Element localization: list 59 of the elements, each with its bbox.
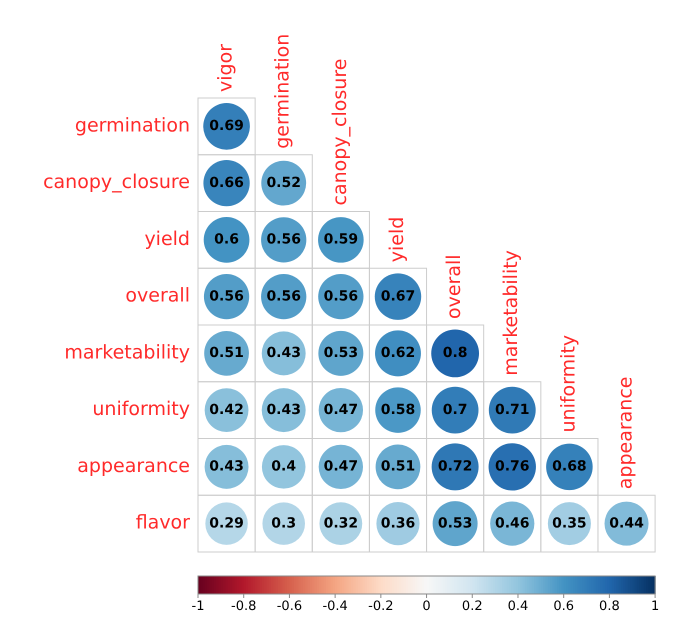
data-label: 0.71 xyxy=(494,402,530,418)
y-tick-label: flavor xyxy=(136,512,190,534)
x-tick-label: vigor xyxy=(214,44,237,92)
x-tick-label: uniformity xyxy=(557,334,580,432)
data-label: 0.67 xyxy=(380,288,416,304)
data-label: 0.59 xyxy=(324,232,358,248)
y-tick-label: yield xyxy=(144,228,190,250)
data-label: 0.56 xyxy=(266,288,301,304)
color-bar-label: -0.8 xyxy=(231,598,256,614)
data-label: 0.46 xyxy=(494,515,530,532)
x-tick-label: canopy_closure xyxy=(328,58,351,206)
color-bar-label: -0.2 xyxy=(368,598,394,614)
color-bar-label: 0.4 xyxy=(508,598,528,614)
data-label: 0.66 xyxy=(209,174,244,191)
data-label: 0.44 xyxy=(609,515,644,532)
data-label: 0.68 xyxy=(552,458,587,475)
color-bar-label: -1 xyxy=(192,598,204,614)
y-tick-label: overall xyxy=(125,284,190,307)
data-label: 0.51 xyxy=(209,345,244,362)
data-label: 0.72 xyxy=(438,458,472,475)
data-label: 0.6 xyxy=(214,232,239,248)
data-label: 0.32 xyxy=(324,515,358,532)
data-label: 0.62 xyxy=(380,345,416,362)
data-label: 0.42 xyxy=(209,402,244,418)
x-tick-label: germination xyxy=(272,34,294,149)
color-bar-label: 0.8 xyxy=(599,598,620,614)
data-label: 0.35 xyxy=(552,515,587,532)
data-label: 0.36 xyxy=(380,515,416,532)
data-label: 0.51 xyxy=(380,458,416,475)
x-tick-label: overall xyxy=(443,254,466,319)
data-label: 0.56 xyxy=(266,232,301,248)
data-label: 0.52 xyxy=(266,174,301,191)
data-label: 0.53 xyxy=(324,345,358,362)
data-label: 0.4 xyxy=(271,458,296,475)
color-bar-label: 1 xyxy=(650,598,660,614)
color-bar-label: -0.6 xyxy=(276,598,302,614)
data-label: 0.43 xyxy=(266,345,301,362)
data-label: 0.56 xyxy=(324,288,358,304)
data-label: 0.43 xyxy=(266,402,301,418)
y-tick-label: canopy_closure xyxy=(43,171,190,194)
data-label: 0.43 xyxy=(209,458,244,475)
data-label: 0.47 xyxy=(324,402,358,418)
color-bar-label: -0.4 xyxy=(322,598,348,614)
color-bar-label: 0 xyxy=(422,598,431,614)
y-tick-label: uniformity xyxy=(92,398,190,420)
data-label: 0.47 xyxy=(324,458,358,475)
data-label: 0.58 xyxy=(380,402,416,418)
data-label: 0.29 xyxy=(209,515,244,532)
y-tick-label: appearance xyxy=(77,454,190,477)
data-label: 0.76 xyxy=(494,458,530,475)
data-label: 0.7 xyxy=(442,402,468,418)
data-label: 0.56 xyxy=(209,288,244,304)
data-label: 0.8 xyxy=(442,345,468,362)
data-label: 0.3 xyxy=(271,515,296,532)
data-label: 0.53 xyxy=(438,515,472,532)
color-bar-label: 0.2 xyxy=(462,598,483,614)
data-label: 0.69 xyxy=(209,118,244,134)
color-bar-label: 0.6 xyxy=(553,598,574,614)
x-tick-label: marketability xyxy=(500,250,522,376)
